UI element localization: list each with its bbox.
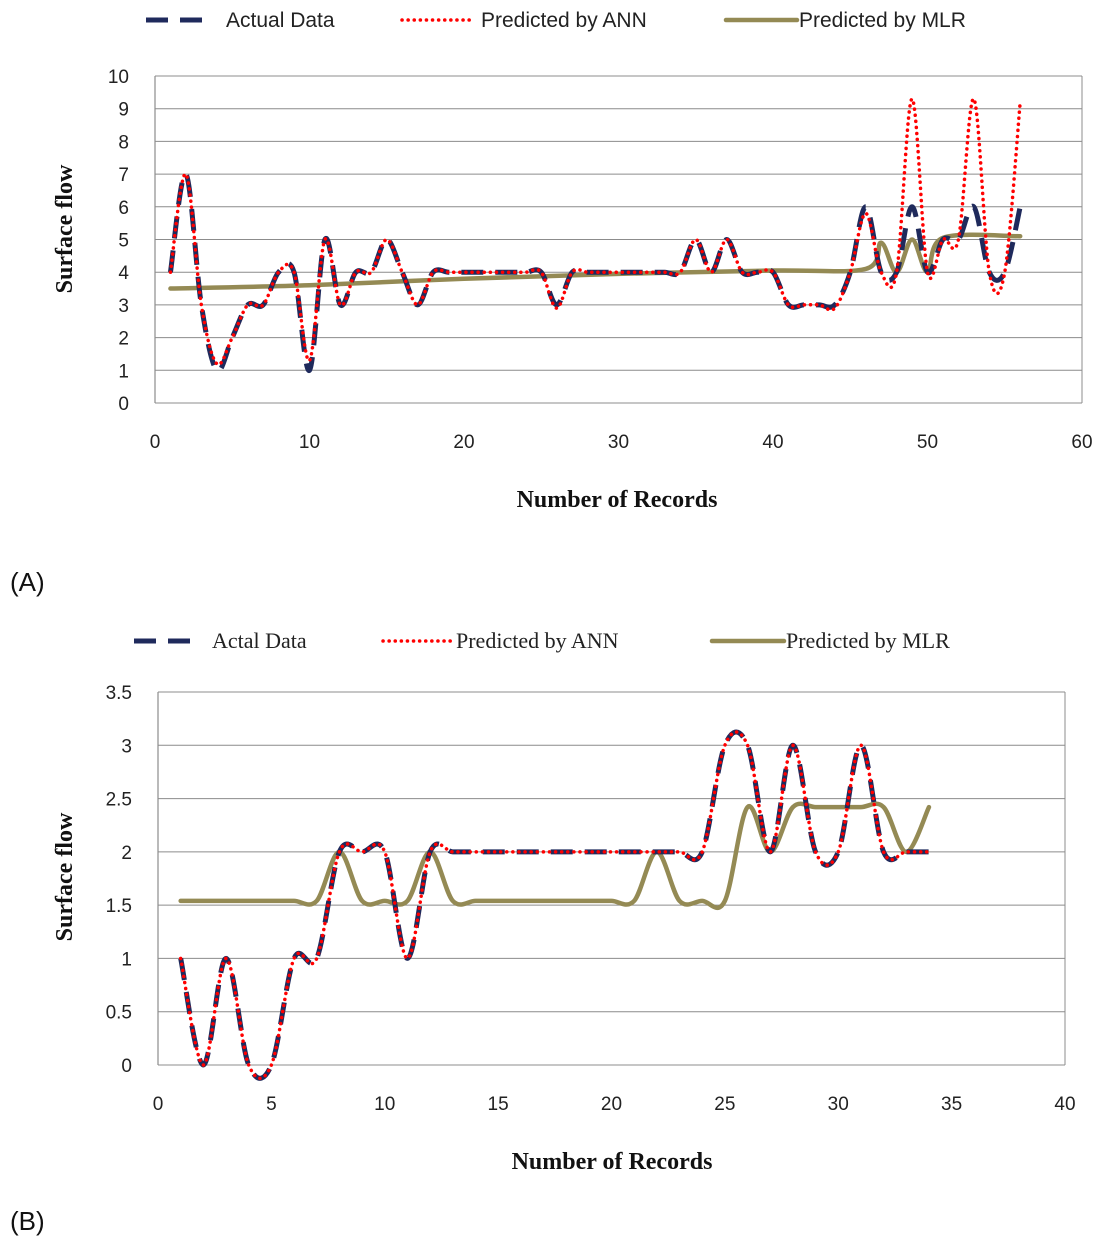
- gridlines-b: [158, 691, 1065, 1066]
- legend-label-a-0: Actual Data: [226, 9, 335, 32]
- y-tick-label-a-2: 2: [118, 329, 129, 350]
- y-tick-label-b-1: 0.5: [106, 1003, 132, 1024]
- series-line-a-dotted: [168, 97, 1022, 367]
- x-tick-label-b-4: 20: [601, 1094, 622, 1115]
- x-tick-label-b-7: 35: [941, 1094, 962, 1115]
- series-line-b-dotted: [178, 730, 931, 1080]
- y-tick-label-a-8: 8: [118, 132, 129, 153]
- x-tick-label-b-1: 5: [266, 1094, 277, 1115]
- x-tick-label-b-5: 25: [714, 1094, 735, 1115]
- y-tick-label-a-7: 7: [118, 165, 129, 186]
- y-tick-label-b-2: 1: [121, 949, 132, 970]
- chart-b: Actal Data Predicted by ANN Predicted by M…: [10, 628, 1076, 1236]
- panel-label-a: (A): [10, 567, 45, 597]
- legend-label-b-2: Predicted by MLR: [786, 628, 950, 653]
- legend-a: Actual Data Predicted by ANN Predicted by …: [146, 9, 966, 32]
- y-tick-label-b-4: 2: [121, 843, 132, 864]
- legend-label-a-1: Predicted by ANN: [481, 9, 647, 32]
- x-tick-label-a-5: 50: [917, 432, 938, 453]
- series-line-b-solid: [178, 801, 932, 910]
- y-tick-label-a-9: 9: [118, 100, 129, 121]
- legend-label-a-2: Predicted by MLR: [799, 9, 966, 32]
- x-tick-label-b-6: 30: [828, 1094, 849, 1115]
- y-tick-label-b-0: 0: [121, 1056, 132, 1077]
- ticks-b: 0 0.5 1 1.5 2 2.5 3 3.5 0 5 10 15 20 25 30 35 40: [106, 683, 1076, 1115]
- x-tick-label-b-2: 10: [374, 1094, 395, 1115]
- y-axis-label-a: Surface flow: [52, 164, 78, 293]
- x-tick-label-b-3: 15: [488, 1094, 509, 1115]
- chart-a: Actual Data Predicted by ANN Predicted by …: [10, 9, 1093, 597]
- axes-a: [154, 76, 1083, 403]
- gridlines-a: [155, 75, 1082, 404]
- y-tick-label-a-1: 1: [118, 361, 129, 382]
- x-tick-label-a-3: 30: [608, 432, 629, 453]
- x-tick-label-a-1: 10: [299, 432, 320, 453]
- x-tick-label-a-2: 20: [453, 432, 474, 453]
- x-tick-label-b-0: 0: [153, 1094, 164, 1115]
- axes-b: [157, 692, 1066, 1065]
- y-axis-label-b: Surface flow: [52, 812, 78, 941]
- x-tick-label-a-0: 0: [150, 432, 161, 453]
- y-tick-label-b-6: 3: [121, 736, 132, 757]
- legend-label-b-1: Predicted by ANN: [456, 628, 619, 653]
- series-a: [167, 97, 1023, 374]
- panel-label-b: (B): [10, 1206, 45, 1236]
- y-tick-label-b-5: 2.5: [106, 790, 132, 811]
- y-tick-label-a-6: 6: [118, 198, 129, 219]
- legend-b: Actal Data Predicted by ANN Predicted by M…: [134, 628, 950, 653]
- x-axis-label-a: Number of Records: [517, 487, 718, 513]
- legend-label-b-0: Actal Data: [212, 628, 307, 653]
- series-b: [178, 729, 932, 1081]
- ticks-a: 0 1 2 3 4 5 6 7 8 9 10 0 10 20 30 40 50 60: [108, 67, 1093, 453]
- x-tick-label-b-8: 40: [1054, 1094, 1075, 1115]
- y-tick-label-a-5: 5: [118, 231, 129, 252]
- y-tick-label-b-3: 1.5: [106, 896, 132, 917]
- y-tick-label-a-10: 10: [108, 67, 129, 88]
- y-tick-label-b-7: 3.5: [106, 683, 132, 704]
- x-tick-label-a-4: 40: [762, 432, 783, 453]
- x-axis-label-b: Number of Records: [512, 1149, 713, 1175]
- y-tick-label-a-3: 3: [118, 296, 129, 317]
- y-tick-label-a-4: 4: [118, 263, 129, 284]
- x-tick-label-a-6: 60: [1071, 432, 1092, 453]
- y-tick-label-a-0: 0: [118, 394, 129, 415]
